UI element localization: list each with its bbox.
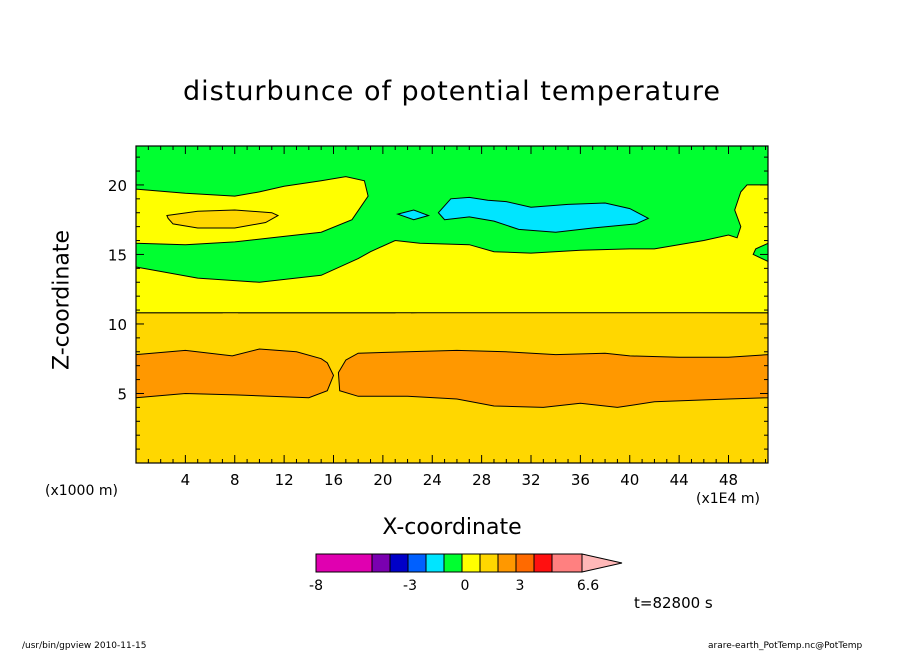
x-tick-label: 20 <box>373 471 392 489</box>
contour-region-6 <box>437 196 650 233</box>
x-axis-unit: (x1E4 m) <box>696 491 760 507</box>
colorbar: -8 -3 0 3 6.6 <box>309 553 623 594</box>
colorbar-cell <box>371 553 391 573</box>
x-axis-label: X-coordinate <box>382 515 522 540</box>
colorbar-cell <box>479 553 499 573</box>
colorbar-label: 0 <box>461 578 470 594</box>
footer-program-date: /usr/bin/gpview 2010-11-15 <box>22 641 147 651</box>
contour-region-1 <box>136 348 335 399</box>
colorbar-cell <box>407 553 427 573</box>
plot-frame <box>135 145 769 464</box>
x-tick-label: 24 <box>423 471 442 489</box>
colorbar-cell <box>497 553 517 573</box>
contour-region-7 <box>395 209 431 221</box>
y-tick-label: 20 <box>108 177 127 195</box>
colorbar-label: 3 <box>516 578 525 594</box>
x-tick-label: 36 <box>571 471 590 489</box>
colorbar-cell <box>551 553 583 573</box>
y-tick-label: 10 <box>108 316 127 334</box>
time-label: t=82800 s <box>634 594 713 612</box>
colorbar-label: -3 <box>403 578 417 594</box>
colorbar-label: -8 <box>309 578 323 594</box>
x-tick-label: 16 <box>324 471 343 489</box>
colorbar-arrow <box>581 553 623 573</box>
x-tick-label: 44 <box>670 471 689 489</box>
y-tick-label: 5 <box>117 385 127 403</box>
colorbar-cell <box>515 553 535 573</box>
x-tick-label: 40 <box>620 471 639 489</box>
colorbar-cell <box>389 553 409 573</box>
chart-title: disturbunce of potential temperature <box>183 76 721 107</box>
contour-region-2 <box>337 349 768 408</box>
x-tick-label: 4 <box>181 471 191 489</box>
y-axis-label: Z-coordinate <box>49 230 75 370</box>
x-tick-label: 48 <box>719 471 738 489</box>
colorbar-cell <box>443 553 463 573</box>
footer-source-file: arare-earth_PotTemp.nc@PotTemp <box>708 641 863 651</box>
y-axis-unit: (x1000 m) <box>45 483 118 499</box>
colorbar-cell <box>425 553 445 573</box>
x-tick-label: 32 <box>521 471 540 489</box>
contour-fills <box>136 146 768 463</box>
x-tick-label: 28 <box>472 471 491 489</box>
colorbar-cell <box>533 553 553 573</box>
colorbar-label: 6.6 <box>577 578 599 594</box>
contour-region-5 <box>166 209 280 229</box>
x-tick-label: 12 <box>275 471 294 489</box>
colorbar-cell <box>315 553 373 573</box>
y-tick-label: 15 <box>108 246 127 264</box>
colorbar-cell <box>461 553 481 573</box>
contour-region-3 <box>136 184 768 314</box>
x-tick-label: 8 <box>230 471 240 489</box>
